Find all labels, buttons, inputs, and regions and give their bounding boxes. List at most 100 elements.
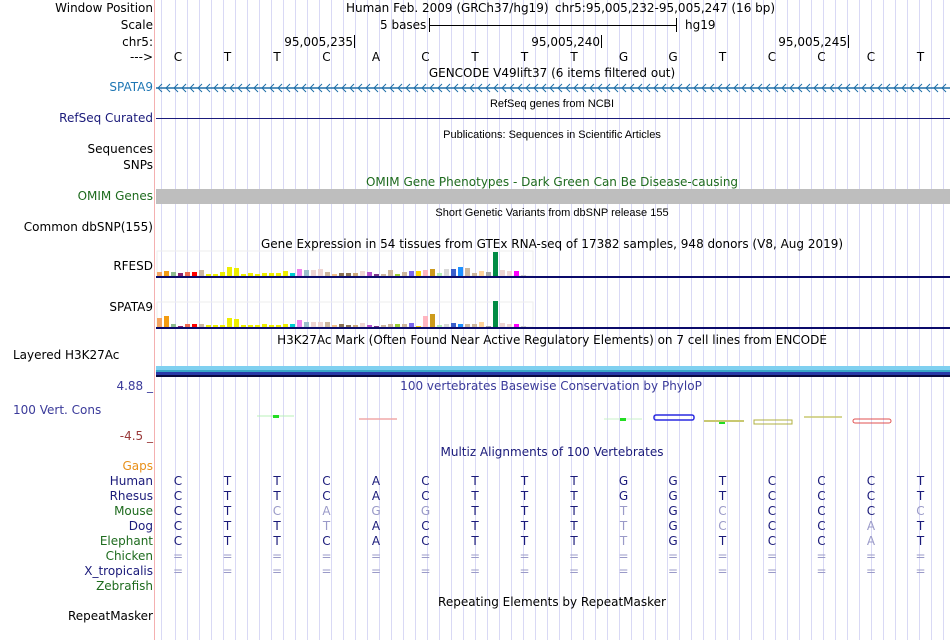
h3k27ac-signal[interactable] (156, 366, 950, 377)
gtex-bar[interactable] (241, 274, 246, 276)
gtex-bar[interactable] (290, 324, 295, 327)
gtex-bar[interactable] (388, 324, 393, 327)
refseq-label[interactable]: RefSeq Curated (59, 111, 153, 125)
gtex-bar[interactable] (395, 274, 400, 276)
gtex-bar[interactable] (360, 271, 365, 276)
gtex-bar[interactable] (304, 270, 309, 276)
gtex-bar[interactable] (458, 324, 463, 327)
label-divider[interactable] (154, 0, 155, 640)
omim-feature-bar[interactable] (156, 189, 950, 204)
gtex-bar[interactable] (444, 324, 449, 327)
gtex-bar[interactable] (521, 275, 526, 276)
dbsnp-track-title[interactable]: Short Genetic Variants from dbSNP releas… (435, 207, 669, 219)
gtex-bar[interactable] (486, 272, 491, 276)
gtex-bar[interactable] (486, 326, 491, 327)
gtex-bar[interactable] (402, 324, 407, 327)
gtex-bar[interactable] (514, 271, 519, 276)
gencode-gene-label[interactable]: SPATA9 (109, 80, 153, 94)
multiz-track-title[interactable]: Multiz Alignments of 100 Vertebrates (440, 445, 664, 459)
gtex-bar[interactable] (444, 269, 449, 276)
multiz-gaps-label[interactable]: Gaps (122, 459, 153, 473)
gtex-bar[interactable] (290, 273, 295, 276)
multiz-species-label[interactable]: Rhesus (109, 489, 153, 503)
multiz-species-label[interactable]: Human (109, 474, 153, 488)
gtex-bar[interactable] (472, 273, 477, 276)
gtex-bar[interactable] (409, 323, 414, 327)
gtex-bar[interactable] (500, 270, 505, 276)
dbsnp-label[interactable]: Common dbSNP(155) (23, 220, 153, 234)
multiz-species-label[interactable]: Zebrafish (96, 579, 153, 593)
repeatmasker-label[interactable]: RepeatMasker (67, 609, 153, 623)
gtex-bar[interactable] (332, 325, 337, 327)
gtex-bar[interactable] (353, 325, 358, 327)
gtex-bar[interactable] (283, 324, 288, 327)
gtex-gene-label-spata9[interactable]: SPATA9 (109, 300, 153, 314)
gtex-bar[interactable] (206, 325, 211, 327)
phylop-track-title[interactable]: 100 vertebrates Basewise Conservation by… (400, 379, 702, 393)
gtex-bar[interactable] (192, 324, 197, 327)
gtex-bar[interactable] (395, 324, 400, 327)
gtex-bar[interactable] (437, 325, 442, 327)
gtex-bar[interactable] (409, 271, 414, 276)
gtex-bar[interactable] (318, 269, 323, 276)
gtex-bar[interactable] (451, 269, 456, 276)
gtex-bar[interactable] (479, 322, 484, 327)
gtex-bar[interactable] (381, 274, 386, 276)
gtex-chart[interactable] (156, 250, 950, 332)
gtex-track-title[interactable]: Gene Expression in 54 tissues from GTEx … (260, 237, 844, 251)
gtex-bar[interactable] (262, 273, 267, 276)
gtex-bar[interactable] (234, 319, 239, 327)
publications-track-title[interactable]: Publications: Sequences in Scientific Ar… (443, 129, 661, 141)
gtex-bar[interactable] (269, 325, 274, 327)
h3k27ac-track-title[interactable]: H3K27Ac Mark (Often Found Near Active Re… (277, 333, 827, 347)
gtex-bar[interactable] (493, 252, 498, 276)
gtex-bar[interactable] (325, 272, 330, 276)
multiz-species-label[interactable]: Chicken (105, 549, 153, 563)
gtex-bar[interactable] (507, 324, 512, 327)
gtex-bar[interactable] (248, 325, 253, 327)
gtex-bar[interactable] (318, 322, 323, 327)
gtex-bar[interactable] (255, 325, 260, 327)
gtex-bar[interactable] (192, 272, 197, 276)
omim-label[interactable]: OMIM Genes (77, 189, 153, 203)
phylop-label[interactable]: 100 Vert. Cons (13, 403, 102, 417)
gtex-bar[interactable] (241, 325, 246, 327)
refseq-gene-line[interactable] (156, 118, 950, 119)
gtex-bar[interactable] (367, 325, 372, 327)
omim-track-title[interactable]: OMIM Gene Phenotypes - Dark Green Can Be… (365, 175, 739, 189)
gtex-bar[interactable] (346, 325, 351, 327)
refseq-track-title[interactable]: RefSeq genes from NCBI (489, 98, 615, 110)
gtex-bar[interactable] (416, 326, 421, 327)
gtex-bar[interactable] (171, 272, 176, 276)
gtex-bar[interactable] (374, 274, 379, 276)
gtex-bar[interactable] (220, 325, 225, 327)
gtex-bar[interactable] (430, 314, 435, 327)
multiz-species-label[interactable]: Elephant (99, 534, 153, 548)
gtex-bar[interactable] (367, 272, 372, 276)
gtex-bar[interactable] (465, 324, 470, 327)
gtex-bar[interactable] (157, 318, 162, 327)
gtex-bar[interactable] (500, 323, 505, 327)
gtex-bar[interactable] (304, 322, 309, 327)
gtex-bar[interactable] (276, 273, 281, 276)
gtex-bar[interactable] (353, 273, 358, 276)
gtex-bar[interactable] (171, 324, 176, 327)
gtex-gene-label-rfesd[interactable]: RFESD (113, 259, 153, 273)
gtex-bar[interactable] (297, 320, 302, 327)
gtex-bar[interactable] (185, 272, 190, 276)
gtex-bar[interactable] (479, 271, 484, 276)
gtex-bar[interactable] (227, 318, 232, 327)
gtex-bar[interactable] (157, 272, 162, 276)
gtex-bar[interactable] (164, 271, 169, 276)
gencode-gene-feature[interactable] (156, 82, 950, 93)
gtex-bar[interactable] (311, 322, 316, 327)
gtex-bar[interactable] (199, 270, 204, 276)
gtex-bar[interactable] (213, 274, 218, 276)
gtex-bar[interactable] (311, 270, 316, 276)
gtex-bar[interactable] (325, 322, 330, 327)
gtex-bar[interactable] (339, 324, 344, 327)
gtex-bar[interactable] (458, 267, 463, 276)
gtex-bar[interactable] (255, 274, 260, 276)
multiz-species-label[interactable]: X_tropicalis (84, 564, 153, 578)
gtex-bar[interactable] (262, 324, 267, 327)
